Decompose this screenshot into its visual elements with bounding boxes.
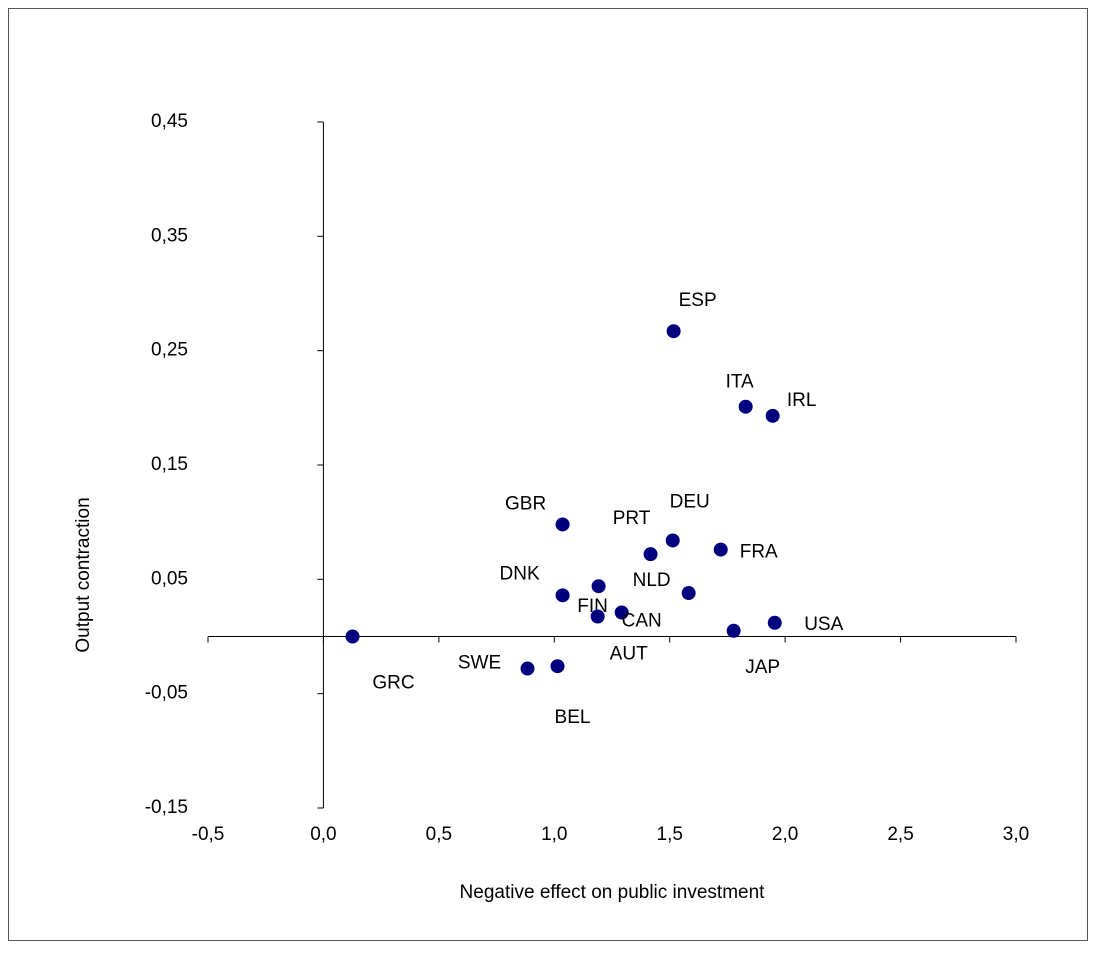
frame [8, 8, 1088, 941]
point-label: DNK [500, 563, 540, 584]
x-tick-label: 0,0 [310, 824, 336, 845]
point [520, 661, 535, 676]
point [738, 399, 753, 414]
point-label: JAP [745, 657, 780, 678]
y-tick-label: 0,05 [151, 568, 188, 589]
point-label: AUT [610, 644, 648, 665]
y-tick-label: 0,15 [151, 454, 188, 475]
point-label: USA [804, 614, 843, 635]
point [555, 517, 570, 532]
x-tick-label: 1,5 [657, 824, 683, 845]
point [590, 609, 605, 624]
point [726, 623, 741, 638]
point [681, 586, 696, 601]
point [643, 547, 658, 562]
point [550, 659, 565, 674]
x-tick-label: 0,5 [426, 824, 452, 845]
point [767, 615, 782, 630]
point-label: PRT [613, 508, 651, 529]
x-tick-label: 2,5 [887, 824, 913, 845]
point [345, 629, 360, 644]
x-tick-label: 2,0 [772, 824, 798, 845]
x-tick-label: -0,5 [192, 824, 225, 845]
x-axis-label: Negative effect on public investment [460, 882, 766, 903]
x-tick-label: 3,0 [1003, 824, 1029, 845]
point-label: FRA [740, 542, 778, 563]
y-tick-label: -0,05 [145, 683, 188, 704]
y-tick-label: 0,45 [151, 111, 188, 132]
y-axis-label: Output contraction [73, 497, 94, 652]
point [665, 533, 680, 548]
point [765, 408, 780, 423]
point-label: SWE [458, 653, 501, 674]
y-tick-label: 0,25 [151, 340, 188, 361]
point-label: GRC [372, 673, 414, 694]
y-tick-label: -0,15 [145, 797, 188, 818]
point-label: IRL [787, 390, 817, 411]
y-tick-label: 0,35 [151, 225, 188, 246]
point-label: ITA [726, 372, 754, 393]
point-label: DEU [670, 491, 710, 512]
point-label: GBR [505, 493, 546, 514]
x-tick-label: 1,0 [541, 824, 567, 845]
point [591, 579, 606, 594]
point-label: ESP [679, 290, 717, 311]
point [666, 324, 681, 339]
point-label: CAN [622, 611, 662, 632]
point [555, 588, 570, 603]
point [713, 542, 728, 557]
point-label: BEL [555, 707, 591, 728]
point-label: NLD [633, 570, 671, 591]
point [614, 605, 629, 620]
